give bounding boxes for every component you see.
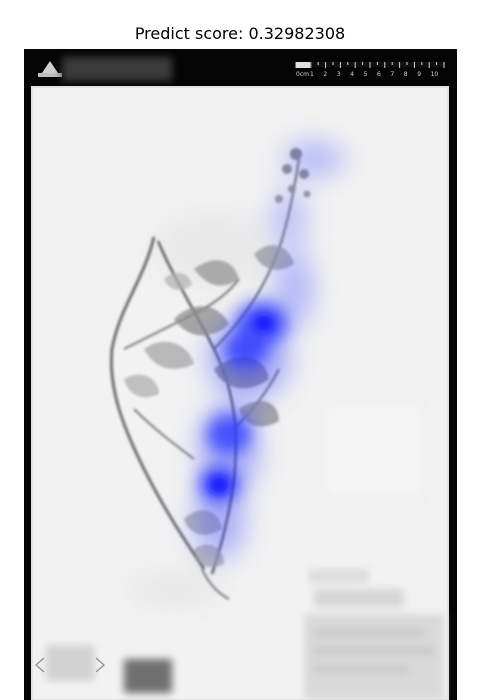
herbarium-logo — [38, 61, 62, 77]
scale-tick-label: 1 — [310, 71, 314, 78]
blurred-determination-slip — [323, 403, 425, 500]
specimen-image: 0cm 1 2 3 4 5 6 7 8 9 10 — [24, 49, 457, 700]
scale-tick-label: 2 — [323, 71, 327, 78]
blurred-label-bottom — [304, 569, 444, 700]
scale-tick-label: 5 — [364, 71, 368, 78]
scale-bar: 0cm 1 2 3 4 5 6 7 8 9 10 — [295, 62, 445, 78]
scale-tick-label: 6 — [377, 71, 381, 78]
scale-tick-label: 7 — [390, 71, 394, 78]
scale-tick-label: 10 — [431, 71, 439, 78]
scale-tick-label: 8 — [404, 71, 408, 78]
scale-tick-label: 4 — [350, 71, 354, 78]
saliency-heatmap — [194, 143, 344, 559]
scale-unit-label: 0cm — [296, 71, 309, 78]
blurred-label-top — [62, 57, 172, 81]
scale-tick-label: 9 — [417, 71, 421, 78]
image-panel: 0cm 1 2 3 4 5 6 7 8 9 10 — [24, 49, 457, 700]
scale-tick-label: 3 — [337, 71, 341, 78]
blurred-barcode — [124, 659, 172, 693]
figure-title: Predict score: 0.32982308 — [134, 24, 346, 43]
sheet-shading — [124, 209, 274, 605]
bottom-left-stamp — [35, 645, 105, 681]
